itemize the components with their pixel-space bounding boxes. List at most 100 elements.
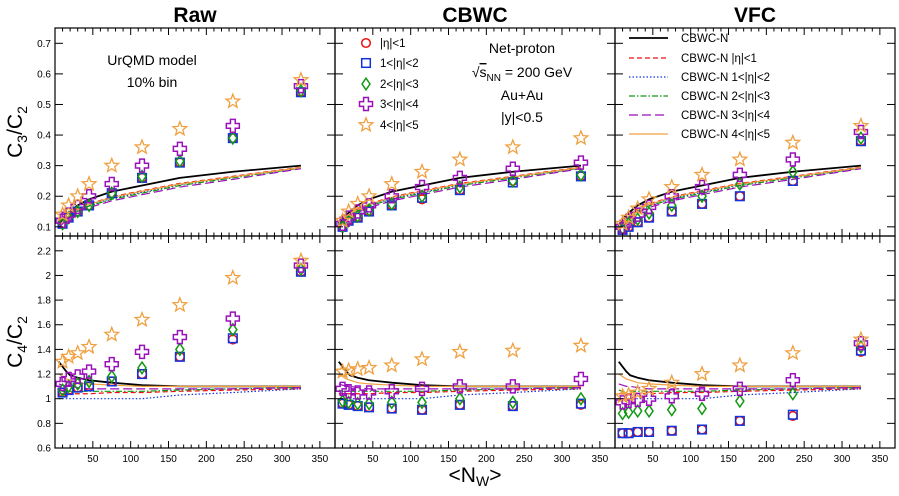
column-title-raw: Raw [173,4,217,27]
line-cbwc-c4c2-1 [338,388,581,395]
marker-raw-c4c2-2-7 [227,322,238,337]
marker-cbwc-c4c2-1-4 [386,403,397,414]
line-vfc-c4c2-4 [618,383,861,390]
marker-vfc-c4c2-4-7 [784,344,802,361]
marker-cbwc-c3c2-4-8 [572,129,590,146]
marker-raw-c4c2-1-7 [227,333,238,344]
marker-cbwc-c3c2-3-6 [452,170,468,186]
marker-raw-c4c2-3-7 [225,311,241,326]
marker-raw-c4c2-1-5 [136,368,148,380]
marker-vfc-c4c2-4-0 [615,387,632,404]
marker-raw-c4c2-2-3 [84,374,94,389]
x-tick-label-cbwc-0: 50 [367,454,379,465]
marker-raw-c3c2-2-7 [227,130,238,146]
marker-raw-c3c2-4-8 [292,71,310,88]
x-tick-label-vfc-4: 250 [796,454,813,465]
marker-cbwc-c4c2-3-8 [573,371,589,387]
line-vfc-c4c2-5 [618,373,861,387]
marker-vfc-c4c2-3-4 [664,388,680,404]
line-legend-label-3: CBWC-N 2<|η|<3 [681,91,770,103]
marker-raw-c4c2-4-3 [80,337,98,355]
marker-cbwc-c3c2-3-5 [414,179,430,195]
marker-cbwc-c4c2-2-0 [337,394,348,409]
marker-raw-c4c2-4-4 [103,325,121,342]
marker-raw-c4c2-2-6 [174,342,185,357]
marker-vfc-c3c2-1-5 [696,198,708,209]
marker-vfc-c4c2-4-8 [852,330,870,347]
marker-vfc-c4c2-1-4 [666,425,677,436]
marker-vfc-c4c2-0-6 [734,415,745,426]
marker-cbwc-c4c2-4-1 [340,361,358,378]
marker-raw-c3c2-3-2 [70,199,85,215]
marker-legend-symbol-0 [360,37,372,49]
line-legend: CBWC-N CBWC-N |η|<1 CBWC-N 1<|η|<2 CBWC-… [681,33,771,141]
marker-raw-c3c2-3-6 [172,141,188,157]
marker-cbwc-c3c2-3-7 [505,161,521,176]
line-legend-label-5: CBWC-N 4<|η|<5 [681,129,770,141]
marker-raw-c3c2-0-7 [227,133,238,144]
marker-legend-label-2: 2<|η|<3 [380,79,419,91]
marker-raw-c3c2-4-7 [224,92,242,109]
marker-cbwc-c4c2-3-5 [414,381,430,397]
line-legend-label-2: CBWC-N 1<|η|<2 [681,72,770,84]
marker-cbwc-c4c2-1-3 [364,402,375,413]
marker-vfc-c3c2-4-6 [731,150,749,167]
y-tick-label-c4c2-4: 1.4 [37,345,51,356]
marker-raw-c3c2-2-0 [57,216,68,231]
marker-legend-symbol-1 [360,57,372,69]
marker-vfc-c4c2-4-3 [640,379,658,397]
marker-cbwc-c3c2-4-7 [504,138,522,155]
marker-cbwc-c3c2-2-7 [507,173,518,189]
column-title-vfc: VFC [734,4,776,27]
panel-vfc-c3c2 [615,116,870,236]
marker-vfc-c4c2-2-1 [623,405,634,420]
marker-vfc-c4c2-0-2 [632,426,643,438]
y-axis-title-c4c2: C4/C2 [4,316,30,368]
marker-raw-c3c2-4-2 [69,187,87,204]
marker-raw-c3c2-3-8 [293,78,309,94]
marker-legend-symbol-4 [357,116,375,133]
y-tick-label-c4c2-0: 0.6 [37,444,51,455]
y-tick-label-c4c2-8: 2.2 [37,246,51,257]
marker-vfc-c4c2-0-3 [644,426,655,438]
y-tick-label-c4c2-7: 2 [45,271,51,282]
y-tick-label-c4c2-6: 1.8 [37,296,51,307]
marker-raw-c4c2-3-8 [293,258,309,273]
marker-vfc-c4c2-2-5 [697,401,707,416]
marker-vfc-c4c2-3-7 [785,372,801,388]
marker-vfc-c4c2-3-6 [732,381,748,397]
chart-marks: 0.1 0.2 0.3 0.4 0.5 0.6 0.7 0.6 0.8 1 1.2 1.4 1.6 1.8… [37,27,896,465]
line-raw-c3c2-3 [58,167,302,229]
marker-cbwc-c4c2-1-6 [454,399,465,410]
marker-cbwc-c4c2-2-6 [454,391,465,406]
marker-cbwc-c4c2-1-5 [416,404,428,415]
marker-cbwc-c4c2-3-6 [452,379,468,394]
marker-cbwc-c3c2-4-4 [383,175,401,192]
marker-raw-c4c2-2-5 [137,360,147,376]
line-cbwc-c3c2-3 [338,167,582,229]
marker-cbwc-c4c2-3-3 [361,385,377,400]
line-cbwc-c4c2-5 [338,373,581,387]
marker-cbwc-c4c2-4-5 [413,350,431,367]
marker-cbwc-c4c2-4-6 [451,342,469,360]
marker-vfc-c3c2-3-5 [694,179,710,195]
marker-cbwc-c4c2-0-5 [416,404,428,415]
marker-cbwc-c3c2-4-6 [451,150,469,167]
marker-vfc-c4c2-0-4 [666,425,677,436]
marker-raw-c4c2-3-2 [70,369,85,384]
marker-raw-c3c2-3-4 [104,176,120,192]
panel-cbwc-c3c2 [335,129,590,234]
panel-raw-c3c2 [55,71,310,231]
marker-legend-label-4: 4<|η|<5 [380,120,419,132]
marker-raw-c3c2-2-6 [174,153,185,169]
marker-raw-c3c2-4-4 [103,156,121,173]
x-tick-label-raw-6: 350 [312,454,329,465]
marker-legend-symbol-2 [361,76,371,92]
marker-cbwc-c4c2-3-7 [505,379,521,394]
marker-vfc-c3c2-1-6 [734,191,745,202]
marker-raw-c3c2-2-5 [137,169,147,184]
marker-raw-c3c2-4-5 [133,138,151,155]
marker-legend: |η|<1 1<|η|<2 2<|η|<3 3<|η|<4 4<|η|<5 [380,38,419,132]
